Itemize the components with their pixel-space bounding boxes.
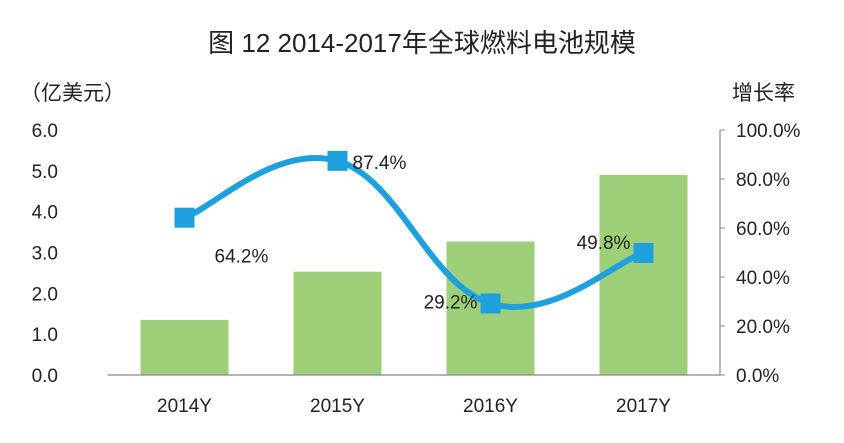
data-label: 49.8% xyxy=(577,233,631,254)
data-label: 29.2% xyxy=(424,292,478,313)
y2-axis-label: 增长率 xyxy=(732,82,795,105)
y-tick-label: 2.0 xyxy=(32,284,58,305)
y2-tick-label: 20.0% xyxy=(736,317,790,338)
y-tick-label: 1.0 xyxy=(32,325,58,346)
y-axis-label: （亿美元） xyxy=(20,82,125,105)
x-tick-label: 2015Y xyxy=(310,396,365,417)
growth-marker xyxy=(327,150,348,171)
bar xyxy=(293,271,382,375)
y-tick-label: 5.0 xyxy=(32,162,58,183)
y-tick-label: 3.0 xyxy=(32,244,58,265)
y-tick-label: 0.0 xyxy=(32,366,58,387)
y-tick-label: 6.0 xyxy=(32,121,58,142)
bar xyxy=(140,319,229,375)
data-label: 87.4% xyxy=(353,153,407,174)
growth-marker xyxy=(633,242,654,263)
x-tick-label: 2014Y xyxy=(157,396,212,417)
y2-tick-label: 40.0% xyxy=(736,268,790,289)
y-tick-label: 4.0 xyxy=(32,203,58,224)
y2-tick-label: 80.0% xyxy=(736,170,790,191)
bar xyxy=(599,174,688,375)
growth-marker xyxy=(480,293,501,314)
data-label: 64.2% xyxy=(215,247,269,268)
x-tick-label: 2016Y xyxy=(463,396,518,417)
chart-title: 图 12 2014-2017年全球燃料电池规模 xyxy=(208,28,636,58)
y2-tick-label: 100.0% xyxy=(736,121,801,142)
growth-marker xyxy=(174,207,195,228)
y2-tick-label: 0.0% xyxy=(736,366,779,387)
x-tick-label: 2017Y xyxy=(616,396,671,417)
growth-line xyxy=(181,155,647,310)
y2-tick-label: 60.0% xyxy=(736,219,790,240)
